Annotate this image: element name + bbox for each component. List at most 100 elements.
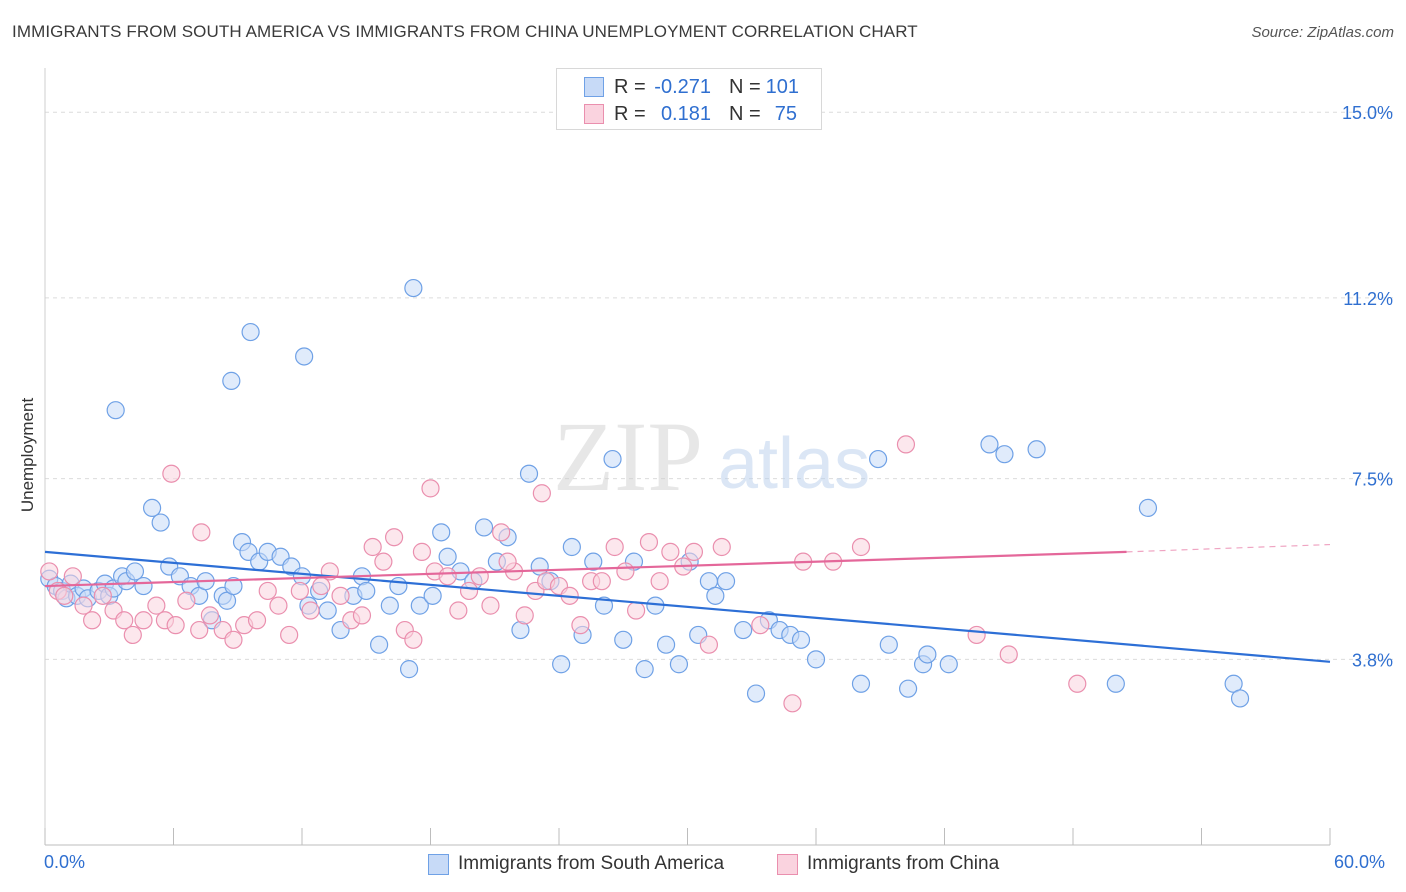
- point-china: [412, 542, 432, 561]
- point-china: [63, 567, 82, 586]
- point-china: [177, 591, 196, 610]
- point-south-america: [806, 650, 826, 669]
- point-china: [290, 581, 309, 601]
- point-china: [639, 533, 659, 552]
- point-china: [751, 616, 770, 635]
- point-china: [374, 552, 393, 571]
- point-south-america: [318, 601, 337, 620]
- point-south-america: [898, 679, 918, 698]
- stats-row-south-america: R = -0.271 N = 101: [557, 74, 821, 100]
- point-south-america: [410, 596, 429, 615]
- point-south-america: [939, 655, 958, 674]
- point-south-america: [438, 547, 457, 566]
- point-china: [851, 537, 871, 557]
- n-value: 101: [765, 76, 799, 98]
- point-china: [470, 567, 489, 586]
- point-china: [384, 528, 404, 547]
- watermark-zip: ZIP: [553, 401, 703, 512]
- point-china: [331, 586, 350, 605]
- point-china: [134, 611, 153, 630]
- point-china: [999, 645, 1018, 664]
- point-south-america: [432, 523, 451, 542]
- point-china: [363, 537, 382, 557]
- r-value: 0.181: [660, 103, 711, 125]
- point-china: [481, 596, 500, 615]
- y-tick-label: 15.0%: [1342, 103, 1393, 123]
- point-south-america: [614, 630, 633, 649]
- point-south-america: [1138, 498, 1158, 518]
- grid-lines: [45, 111, 1393, 660]
- point-china: [626, 601, 646, 620]
- point-china: [571, 616, 590, 635]
- point-china: [40, 562, 59, 581]
- y-tick-label: 11.2%: [1343, 289, 1393, 309]
- point-china: [1068, 674, 1087, 693]
- point-china: [532, 484, 551, 503]
- point-china: [712, 537, 731, 557]
- trend-line-south-america: [44, 550, 1331, 663]
- point-china: [200, 606, 220, 625]
- point-china: [190, 620, 209, 640]
- point-south-america: [142, 498, 162, 518]
- r-value: -0.271: [654, 76, 711, 98]
- legend-swatch-china: [777, 854, 798, 875]
- point-south-america: [635, 660, 654, 679]
- point-south-america: [241, 322, 260, 342]
- y-tick-label: 3.8%: [1352, 650, 1393, 670]
- point-south-america: [706, 586, 725, 605]
- n-label: N =: [729, 103, 761, 125]
- point-china: [269, 596, 288, 615]
- point-south-america: [746, 684, 766, 703]
- trend-lines: [44, 543, 1331, 663]
- point-china: [592, 572, 611, 591]
- point-china: [166, 616, 185, 635]
- stats-row-china: R = 0.181 N = 75: [557, 101, 821, 127]
- source-label: Source: ZipAtlas.com: [1251, 24, 1394, 41]
- point-china: [650, 572, 669, 591]
- point-china: [783, 694, 802, 713]
- point-south-america: [980, 435, 999, 454]
- point-china: [83, 611, 102, 630]
- point-south-america: [584, 552, 603, 571]
- point-china: [352, 606, 372, 625]
- point-south-america: [1027, 440, 1046, 459]
- point-south-america: [222, 371, 241, 390]
- point-south-america: [474, 518, 494, 537]
- point-south-america: [791, 630, 811, 649]
- watermark-atlas: atlas: [718, 424, 870, 504]
- point-south-america: [594, 596, 614, 615]
- point-south-america: [134, 576, 153, 596]
- point-south-america: [399, 660, 419, 679]
- point-china: [605, 537, 624, 557]
- point-south-america: [552, 655, 571, 674]
- point-south-america: [423, 586, 442, 605]
- stats-swatch-china: [584, 104, 604, 124]
- x-tick-label-max: 60.0%: [1334, 852, 1386, 872]
- point-china: [896, 435, 916, 454]
- legend: Immigrants from South America Immigrants…: [0, 851, 1406, 879]
- point-south-america: [879, 635, 898, 654]
- point-south-america: [125, 562, 145, 581]
- point-south-america: [357, 581, 376, 601]
- point-south-america: [519, 464, 539, 483]
- point-south-america: [404, 278, 423, 298]
- point-china: [449, 601, 468, 620]
- point-china: [421, 479, 440, 498]
- point-china: [224, 630, 243, 649]
- point-south-america: [716, 572, 736, 591]
- point-south-america: [1230, 689, 1250, 708]
- point-china: [301, 601, 320, 620]
- point-china: [93, 586, 112, 605]
- trend-extension-china: [1126, 543, 1331, 553]
- point-china: [147, 596, 166, 615]
- legend-label-south-america: Immigrants from South America: [458, 853, 725, 874]
- point-south-america: [562, 537, 581, 557]
- point-china: [404, 630, 423, 649]
- point-china: [684, 542, 704, 561]
- trend-line-china: [44, 550, 1127, 588]
- point-china: [492, 523, 511, 542]
- legend-label-china: Immigrants from China: [807, 853, 1000, 874]
- point-south-america: [106, 401, 125, 420]
- y-tick-label: 7.5%: [1352, 470, 1393, 490]
